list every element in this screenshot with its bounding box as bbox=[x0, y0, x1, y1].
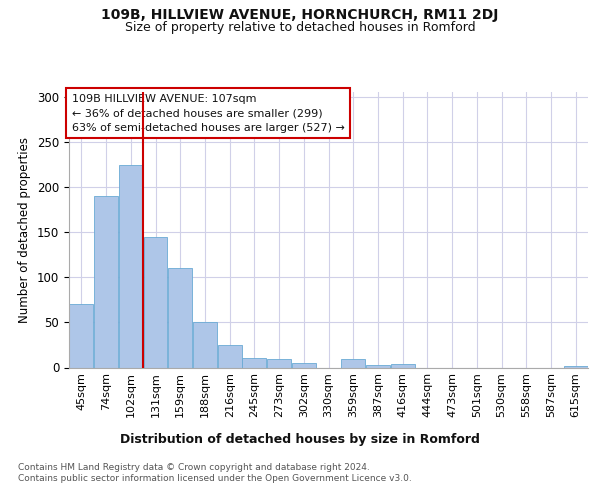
Bar bbox=[563, 366, 587, 368]
Bar bbox=[366, 365, 390, 368]
Text: Distribution of detached houses by size in Romford: Distribution of detached houses by size … bbox=[120, 432, 480, 446]
Bar bbox=[218, 345, 242, 368]
Bar bbox=[391, 364, 415, 368]
Bar bbox=[193, 322, 217, 368]
Text: 109B HILLVIEW AVENUE: 107sqm
← 36% of detached houses are smaller (299)
63% of s: 109B HILLVIEW AVENUE: 107sqm ← 36% of de… bbox=[71, 94, 344, 132]
Y-axis label: Number of detached properties: Number of detached properties bbox=[19, 137, 31, 323]
Text: Contains HM Land Registry data © Crown copyright and database right 2024.: Contains HM Land Registry data © Crown c… bbox=[18, 462, 370, 471]
Bar bbox=[267, 360, 291, 368]
Text: Size of property relative to detached houses in Romford: Size of property relative to detached ho… bbox=[125, 21, 475, 34]
Bar bbox=[292, 363, 316, 368]
Bar bbox=[341, 360, 365, 368]
Bar bbox=[94, 196, 118, 368]
Bar bbox=[242, 358, 266, 368]
Text: Contains public sector information licensed under the Open Government Licence v3: Contains public sector information licen… bbox=[18, 474, 412, 483]
Bar bbox=[119, 164, 143, 368]
Bar bbox=[143, 237, 167, 368]
Text: 109B, HILLVIEW AVENUE, HORNCHURCH, RM11 2DJ: 109B, HILLVIEW AVENUE, HORNCHURCH, RM11 … bbox=[101, 8, 499, 22]
Bar bbox=[70, 304, 94, 368]
Bar bbox=[168, 268, 192, 368]
